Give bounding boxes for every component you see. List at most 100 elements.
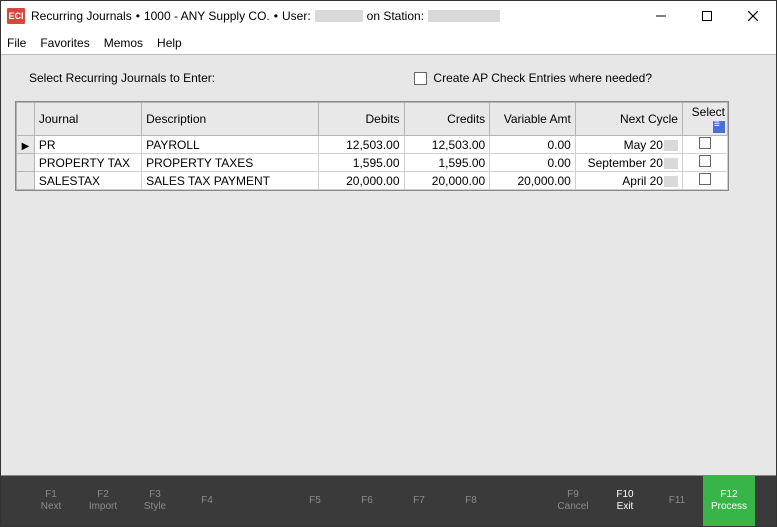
f2-key: F2 [97,489,109,501]
cell-journal[interactable]: SALESTAX [34,172,141,190]
f6-button[interactable]: F6 [341,476,393,526]
cell-credits[interactable]: 20,000.00 [404,172,490,190]
cell-next-cycle[interactable]: April 20 [575,172,682,190]
title-user-redacted [315,10,363,22]
f1-label: Next [41,501,62,513]
title-sep-2: • [274,9,278,23]
cell-variable[interactable]: 0.00 [490,136,576,154]
f1-next-button[interactable]: F1 Next [25,476,77,526]
title-company: 1000 - ANY Supply CO. [144,9,270,23]
f8-button[interactable]: F8 [445,476,497,526]
maximize-icon [702,11,712,21]
f10-label: Exit [617,501,634,513]
f3-key: F3 [149,489,161,501]
maximize-button[interactable] [684,1,730,31]
f5-button[interactable]: F5 [289,476,341,526]
row-select-checkbox[interactable] [699,137,711,149]
col-variable[interactable]: Variable Amt [490,103,576,136]
col-debits[interactable]: Debits [318,103,404,136]
f2-import-button[interactable]: F2 Import [77,476,129,526]
f9-cancel-button[interactable]: F9 Cancel [547,476,599,526]
cell-credits[interactable]: 12,503.00 [404,136,490,154]
ap-check-label: Create AP Check Entries where needed? [433,71,652,85]
cell-debits[interactable]: 12,503.00 [318,136,404,154]
f7-button[interactable]: F7 [393,476,445,526]
cell-select [682,136,727,154]
row-pointer-icon: ▶ [22,141,30,152]
cell-description[interactable]: PROPERTY TAXES [142,154,319,172]
cycle-redacted [664,140,678,151]
f5-key: F5 [309,495,321,507]
f11-button[interactable]: F11 [651,476,703,526]
title-user-label: User: [282,9,311,23]
table-header-row: Journal Description Debits Credits Varia… [17,103,728,136]
row-select-checkbox[interactable] [699,173,711,185]
cell-debits[interactable]: 20,000.00 [318,172,404,190]
cell-debits[interactable]: 1,595.00 [318,154,404,172]
title-station-label: on Station: [367,9,424,23]
menu-file[interactable]: File [7,36,26,50]
f3-style-button[interactable]: F3 Style [129,476,181,526]
cell-description[interactable]: PAYROLL [142,136,319,154]
minimize-button[interactable] [638,1,684,31]
menubar: File Favorites Memos Help [1,31,776,55]
select-all-icon[interactable] [713,121,725,133]
close-button[interactable] [730,1,776,31]
f1-key: F1 [45,489,57,501]
f12-process-button[interactable]: F12 Process [703,476,755,526]
menu-memos[interactable]: Memos [104,36,143,50]
cycle-redacted [664,176,678,187]
minimize-icon [656,11,666,21]
f9-key: F9 [567,489,579,501]
cell-credits[interactable]: 1,595.00 [404,154,490,172]
cell-select [682,154,727,172]
f12-key: F12 [720,489,737,501]
close-icon [748,11,758,21]
row-handle [17,172,35,190]
ap-check-checkbox[interactable] [414,72,427,85]
journals-table: Journal Description Debits Credits Varia… [16,102,728,190]
f8-key: F8 [465,495,477,507]
menu-favorites[interactable]: Favorites [40,36,89,50]
cell-variable[interactable]: 20,000.00 [490,172,576,190]
f4-button[interactable]: F4 [181,476,233,526]
col-description[interactable]: Description [142,103,319,136]
f2-label: Import [89,501,117,513]
row-select-checkbox[interactable] [699,155,711,167]
col-journal[interactable]: Journal [34,103,141,136]
table-row[interactable]: SALESTAXSALES TAX PAYMENT20,000.0020,000… [17,172,728,190]
titlebar: ECI Recurring Journals • 1000 - ANY Supp… [1,1,776,31]
row-handle: ▶ [17,136,35,154]
col-next-cycle[interactable]: Next Cycle [575,103,682,136]
col-credits[interactable]: Credits [404,103,490,136]
window-title: Recurring Journals • 1000 - ANY Supply C… [31,9,638,23]
cell-variable[interactable]: 0.00 [490,154,576,172]
f10-exit-button[interactable]: F10 Exit [599,476,651,526]
f7-key: F7 [413,495,425,507]
app-icon: ECI [7,8,25,24]
app-window: ECI Recurring Journals • 1000 - ANY Supp… [0,0,777,527]
table-row[interactable]: ▶PRPAYROLL12,503.0012,503.000.00May 20 [17,136,728,154]
cell-next-cycle[interactable]: May 20 [575,136,682,154]
col-handle [17,103,35,136]
window-controls [638,1,776,31]
cell-journal[interactable]: PR [34,136,141,154]
cell-journal[interactable]: PROPERTY TAX [34,154,141,172]
title-module: Recurring Journals [31,9,132,23]
col-select[interactable]: Select [682,103,727,136]
row-handle [17,154,35,172]
f12-label: Process [711,501,747,513]
cell-select [682,172,727,190]
cell-next-cycle[interactable]: September 20 [575,154,682,172]
content-area: Select Recurring Journals to Enter: Crea… [1,55,776,476]
title-sep-1: • [136,9,140,23]
cycle-redacted [664,158,678,169]
menu-help[interactable]: Help [157,36,182,50]
f4-key: F4 [201,495,213,507]
journals-grid: Journal Description Debits Credits Varia… [15,101,729,191]
f6-key: F6 [361,495,373,507]
prompt-label: Select Recurring Journals to Enter: [29,71,215,85]
col-select-label: Select [692,105,725,119]
cell-description[interactable]: SALES TAX PAYMENT [142,172,319,190]
table-row[interactable]: PROPERTY TAXPROPERTY TAXES1,595.001,595.… [17,154,728,172]
